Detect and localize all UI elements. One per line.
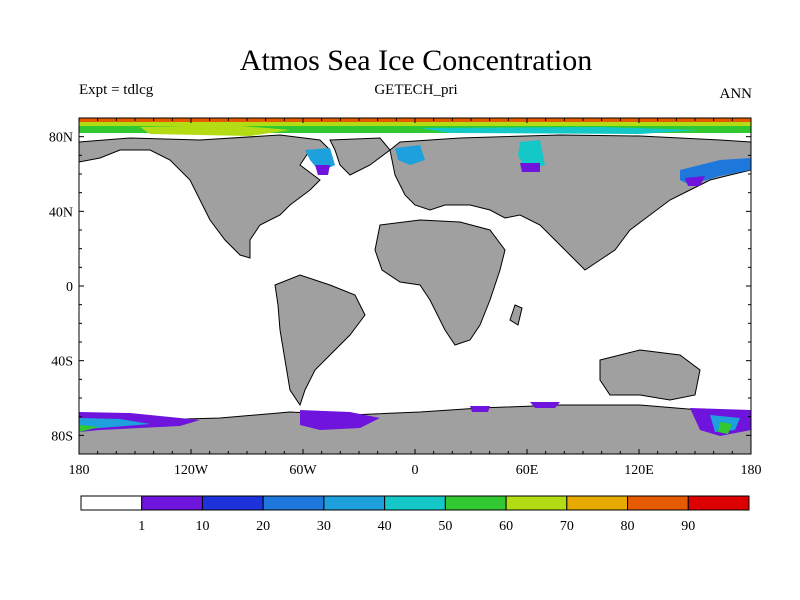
- colorbar-swatch: [687, 495, 750, 511]
- madagascar: [509, 304, 523, 326]
- south-america: [274, 274, 366, 407]
- x-tick-label: 0: [412, 463, 419, 478]
- colorbar: 1 10 20 30 40 50 60 70 80 90: [80, 495, 750, 534]
- colorbar-swatch: [566, 495, 629, 511]
- antarctic-sea-ice: [79, 402, 751, 436]
- australia: [599, 349, 701, 401]
- colorbar-swatch: [323, 495, 386, 511]
- x-tick-label: 180: [741, 463, 762, 478]
- colorbar-swatch: [262, 495, 325, 511]
- eurasia: [389, 134, 751, 271]
- season-label: ANN: [719, 86, 753, 102]
- y-tick-label: 80N: [49, 131, 73, 146]
- colorbar-swatch: [141, 495, 203, 511]
- colorbar-swatch: [444, 495, 507, 511]
- colorbar-swatch: [80, 495, 143, 511]
- map-title: Atmos Sea Ice Concentration: [239, 44, 593, 77]
- y-tick-label: 40N: [49, 205, 73, 220]
- x-tick-label: 120W: [174, 463, 209, 478]
- colorbar-label: 1: [138, 519, 145, 534]
- y-tick-label: 0: [66, 280, 73, 295]
- experiment-label: Expt = tdlcg: [79, 82, 154, 98]
- colorbar-label: 60: [499, 519, 513, 534]
- colorbar-label: 80: [621, 519, 635, 534]
- regional-sea-ice: [305, 140, 751, 186]
- axis-ticks: 180 120W 60W 0 60E 120E 180 80N 40N 0 40S 80S: [49, 117, 762, 478]
- colorbar-label: 10: [195, 519, 209, 534]
- y-tick-label: 80S: [51, 429, 73, 444]
- antarctica: [79, 404, 751, 454]
- y-tick-label: 40S: [51, 355, 73, 370]
- colorbar-label: 30: [317, 519, 331, 534]
- colorbar-swatch: [627, 495, 689, 511]
- colorbar-label: 20: [256, 519, 270, 534]
- colorbar-swatch: [505, 495, 568, 511]
- africa: [374, 219, 506, 346]
- colorbar-label: 40: [378, 519, 392, 534]
- x-tick-label: 120E: [624, 463, 654, 478]
- colorbar-label: 70: [560, 519, 574, 534]
- colorbar-swatch: [384, 495, 446, 511]
- dataset-label: GETECH_pri: [374, 82, 458, 98]
- colorbar-label: 50: [438, 519, 452, 534]
- north-america: [79, 134, 331, 259]
- colorbar-swatch: [201, 495, 264, 511]
- x-tick-label: 180: [69, 463, 90, 478]
- colorbar-label: 90: [681, 519, 695, 534]
- greenland: [329, 137, 391, 176]
- x-tick-label: 60E: [516, 463, 539, 478]
- x-tick-label: 60W: [289, 463, 317, 478]
- continents: [79, 134, 751, 454]
